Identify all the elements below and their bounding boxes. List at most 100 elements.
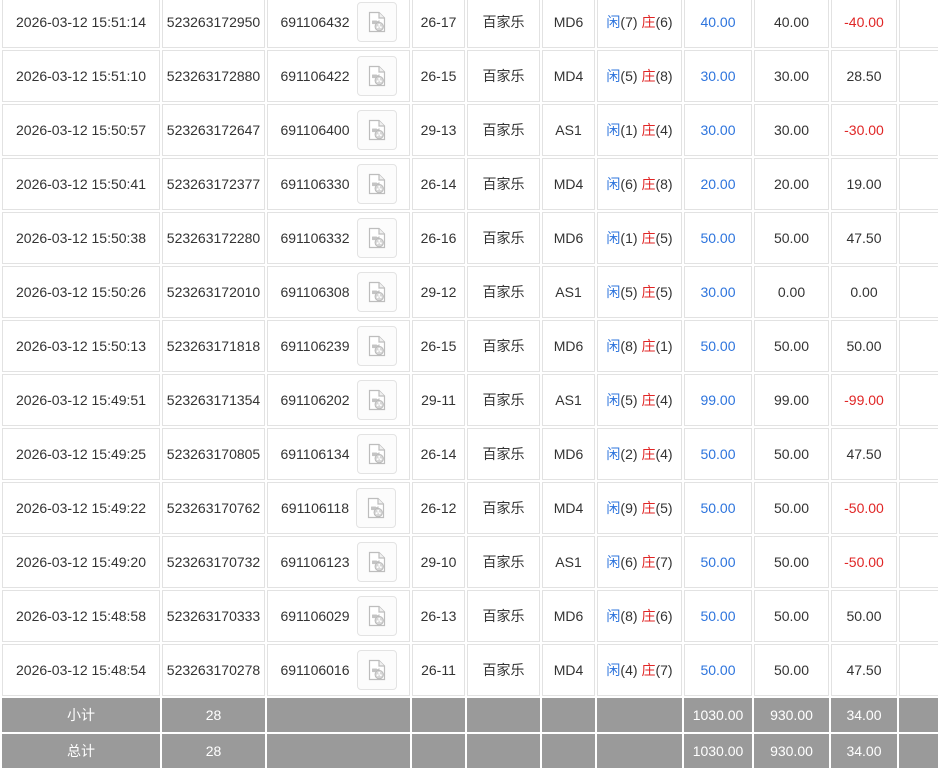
- game-type-cell: 百家乐: [467, 50, 540, 102]
- result-cell: 闲(5) 庄(4): [597, 374, 682, 426]
- summary-win-loss-total-cell: 34.00: [831, 734, 897, 768]
- valid-amount-cell: 50.00: [754, 590, 829, 642]
- player-result-value: (5): [620, 284, 638, 300]
- player-result-value: (9): [620, 500, 638, 516]
- video-replay-button[interactable]: [356, 56, 397, 96]
- video-replay-button[interactable]: [356, 650, 397, 690]
- win-loss-cell: 50.00: [831, 590, 897, 642]
- player-result-label: 闲: [606, 122, 621, 138]
- empty-cell: [899, 374, 938, 426]
- broken-video-icon: [368, 65, 385, 87]
- result-cell: 闲(6) 庄(7): [597, 536, 682, 588]
- banker-result-value: (6): [655, 608, 673, 624]
- player-result-label: 闲: [606, 392, 621, 408]
- summary-empty-cell: [899, 734, 938, 768]
- game-id-cell: 691106016: [267, 644, 410, 696]
- order-id-cell: 523263170762: [162, 482, 265, 534]
- bet-time-cell: 2026-03-12 15:50:26: [2, 266, 160, 318]
- banker-result-value: (5): [655, 500, 673, 516]
- valid-amount-cell: 20.00: [754, 158, 829, 210]
- player-result-label: 闲: [606, 446, 621, 462]
- summary-valid-total-cell: 930.00: [754, 698, 829, 732]
- video-replay-button[interactable]: [356, 434, 397, 474]
- banker-result-value: (8): [655, 68, 673, 84]
- table-code-cell: AS1: [542, 104, 595, 156]
- player-result-label: 闲: [606, 338, 621, 354]
- game-id-value: 691106330: [280, 176, 350, 192]
- bet-amount-cell: 30.00: [684, 266, 752, 318]
- summary-empty-cell: [412, 698, 465, 732]
- summary-count-cell: 28: [162, 734, 265, 768]
- table-code-cell: MD4: [542, 50, 595, 102]
- bet-amount-cell: 50.00: [684, 320, 752, 372]
- banker-result-value: (7): [655, 662, 673, 678]
- video-replay-button[interactable]: [356, 164, 397, 204]
- game-type-cell: 百家乐: [467, 158, 540, 210]
- game-id-value: 691106202: [280, 392, 350, 408]
- valid-amount-cell: 30.00: [754, 50, 829, 102]
- empty-cell: [899, 104, 938, 156]
- game-id-cell: 691106118: [267, 482, 410, 534]
- win-loss-cell: -30.00: [831, 104, 897, 156]
- table-round-cell: 29-12: [412, 266, 465, 318]
- banker-result-label: 庄: [641, 14, 656, 30]
- table-row: 2026-03-12 15:49:25 523263170805 6911061…: [2, 428, 938, 480]
- bet-amount-cell: 50.00: [684, 212, 752, 264]
- table-row: 2026-03-12 15:50:41 523263172377 6911063…: [2, 158, 938, 210]
- bet-time-cell: 2026-03-12 15:48:54: [2, 644, 160, 696]
- video-replay-button[interactable]: [356, 110, 397, 150]
- bet-time-cell: 2026-03-12 15:48:58: [2, 590, 160, 642]
- video-replay-button[interactable]: [356, 272, 397, 312]
- banker-result-label: 庄: [641, 284, 656, 300]
- video-replay-button[interactable]: [356, 488, 396, 528]
- table-row: 2026-03-12 15:51:10 523263172880 6911064…: [2, 50, 938, 102]
- table-row: 2026-03-12 15:50:38 523263172280 6911063…: [2, 212, 938, 264]
- game-id-cell: 691106202: [267, 374, 410, 426]
- table-code-cell: MD6: [542, 428, 595, 480]
- win-loss-cell: 28.50: [831, 50, 897, 102]
- video-replay-button[interactable]: [356, 380, 397, 420]
- banker-result-label: 庄: [641, 176, 656, 192]
- game-id-value: 691106029: [280, 608, 350, 624]
- video-replay-button[interactable]: [356, 218, 397, 258]
- table-row: 2026-03-12 15:49:22 523263170762 6911061…: [2, 482, 938, 534]
- empty-cell: [899, 50, 938, 102]
- game-id-value: 691106400: [280, 122, 350, 138]
- order-id-cell: 523263170278: [162, 644, 265, 696]
- player-result-label: 闲: [606, 554, 621, 570]
- order-id-cell: 523263170805: [162, 428, 265, 480]
- table-code-cell: AS1: [542, 374, 595, 426]
- broken-video-icon: [368, 389, 385, 411]
- win-loss-cell: 19.00: [831, 158, 897, 210]
- empty-cell: [899, 482, 938, 534]
- game-id-cell: 691106029: [267, 590, 410, 642]
- result-cell: 闲(4) 庄(7): [597, 644, 682, 696]
- table-row: 2026-03-12 15:48:54 523263170278 6911060…: [2, 644, 938, 696]
- player-result-value: (6): [620, 176, 638, 192]
- summary-empty-cell: [899, 698, 938, 732]
- empty-cell: [899, 266, 938, 318]
- bet-time-cell: 2026-03-12 15:50:57: [2, 104, 160, 156]
- video-replay-button[interactable]: [356, 326, 397, 366]
- bet-time-cell: 2026-03-12 15:49:25: [2, 428, 160, 480]
- video-replay-button[interactable]: [356, 542, 397, 582]
- table-row: 2026-03-12 15:48:58 523263170333 6911060…: [2, 590, 938, 642]
- table-row: 2026-03-12 15:50:57 523263172647 6911064…: [2, 104, 938, 156]
- bet-amount-cell: 30.00: [684, 50, 752, 102]
- table-round-cell: 26-15: [412, 320, 465, 372]
- game-type-cell: 百家乐: [467, 104, 540, 156]
- game-id-cell: 691106332: [267, 212, 410, 264]
- table-round-cell: 26-12: [412, 482, 465, 534]
- player-result-value: (5): [620, 392, 638, 408]
- banker-result-value: (4): [655, 392, 673, 408]
- table-round-cell: 26-16: [412, 212, 465, 264]
- player-result-value: (2): [620, 446, 638, 462]
- result-cell: 闲(9) 庄(5): [597, 482, 682, 534]
- video-replay-button[interactable]: [356, 596, 397, 636]
- player-result-value: (1): [620, 230, 638, 246]
- banker-result-value: (4): [655, 446, 673, 462]
- empty-cell: [899, 320, 938, 372]
- player-result-label: 闲: [606, 68, 621, 84]
- result-cell: 闲(5) 庄(5): [597, 266, 682, 318]
- video-replay-button[interactable]: [356, 2, 397, 42]
